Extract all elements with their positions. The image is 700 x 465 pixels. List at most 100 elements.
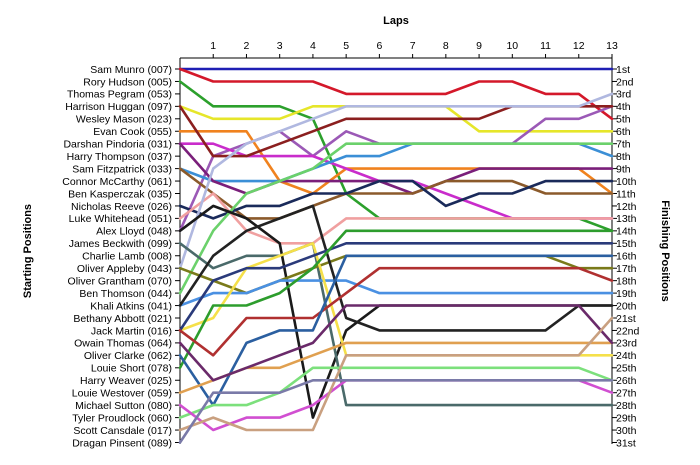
series-line	[178, 179, 614, 220]
finish-position-label: 16th	[616, 251, 637, 263]
finish-position-label: 13th	[616, 213, 637, 225]
driver-label: Oliver Clarke (062)	[84, 350, 172, 362]
series-line	[178, 279, 614, 307]
series-line	[178, 341, 614, 395]
series-line	[178, 142, 614, 183]
finish-position-label: 31st	[616, 437, 636, 449]
left-axis-title: Starting Positions	[22, 204, 34, 298]
driver-label: Louie Short (078)	[91, 363, 172, 375]
series-line	[178, 254, 614, 407]
driver-label: Dragan Pinsent (089)	[72, 437, 172, 449]
lap-tick-label: 4	[310, 40, 316, 52]
finish-position-label: 1st	[616, 64, 630, 76]
driver-label: Wesley Mason (023)	[76, 114, 172, 126]
finish-position-label: 11th	[616, 188, 636, 200]
driver-label: Harry Thompson (037)	[67, 151, 172, 163]
lap-tick-label: 11	[540, 40, 551, 52]
driver-label: Evan Cook (055)	[93, 126, 172, 138]
finish-position-label: 7th	[616, 139, 631, 151]
right-axis-title: Finishing Positions	[659, 200, 671, 301]
finish-position-label: 27th	[616, 388, 637, 400]
driver-label: Harry Weaver (025)	[80, 375, 172, 387]
series-line	[178, 167, 614, 220]
finish-position-label: 21st	[616, 313, 636, 325]
series-line	[178, 316, 614, 432]
axes	[175, 54, 617, 444]
lap-tick-label: 6	[376, 40, 382, 52]
driver-label: Louie Westover (059)	[72, 388, 172, 400]
series-line	[178, 266, 614, 357]
finish-position-label: 20th	[616, 300, 637, 312]
lap-tick-label: 8	[443, 40, 449, 52]
lap-tick-label: 9	[476, 40, 482, 52]
finish-position-label: 28th	[616, 400, 637, 412]
finish-position-label: 30th	[616, 425, 637, 437]
series-lines	[178, 67, 614, 444]
lap-tick-label: 13	[606, 40, 618, 52]
finish-position-label: 22nd	[616, 325, 640, 337]
x-axis-title: Laps	[383, 15, 409, 27]
driver-label: Tyler Proudlock (060)	[72, 412, 172, 424]
driver-label: Khali Atkins (041)	[90, 300, 172, 312]
lap-tick-label: 7	[410, 40, 416, 52]
series-line	[178, 204, 614, 332]
driver-label: Luke Whitehead (051)	[69, 213, 172, 225]
driver-label: Jack Martin (016)	[91, 325, 172, 337]
finish-position-label: 9th	[616, 163, 631, 175]
driver-label: James Beckwith (099)	[69, 238, 172, 250]
driver-label: Oliver Appleby (043)	[77, 263, 172, 275]
driver-label: Owain Thomas (064)	[74, 338, 172, 350]
finish-position-label: 23rd	[616, 338, 637, 350]
driver-label: Darshan Pindoria (031)	[63, 139, 172, 151]
driver-label: Rory Hudson (005)	[83, 76, 172, 88]
driver-label: Ben Thomson (044)	[79, 288, 172, 300]
series-line	[178, 242, 614, 407]
finish-position-label: 4th	[616, 101, 631, 113]
finish-position-label: 5th	[616, 114, 631, 126]
series-line	[178, 192, 614, 245]
series-line	[178, 378, 614, 444]
driver-label: Alex Lloyd (048)	[96, 226, 172, 238]
series-line	[178, 229, 614, 370]
driver-label: Harrison Huggan (097)	[65, 101, 172, 113]
finish-position-label: 3rd	[616, 89, 631, 101]
driver-label: Sam Fitzpatrick (033)	[72, 163, 172, 175]
driver-label: Nicholas Reeve (026)	[71, 201, 172, 213]
finish-position-label: 25th	[616, 363, 637, 375]
lap-tick-label: 10	[506, 40, 518, 52]
lap-tick-label: 12	[573, 40, 585, 52]
finish-position-label: 10th	[616, 176, 637, 188]
series-line	[178, 304, 614, 382]
finish-position-label: 19th	[616, 288, 637, 300]
series-line	[178, 142, 614, 295]
lap-tick-label: 2	[244, 40, 250, 52]
series-line	[178, 366, 614, 419]
series-line	[178, 204, 614, 419]
finish-position-label: 8th	[616, 151, 631, 163]
series-line	[178, 67, 614, 121]
driver-label: Charlie Lamb (008)	[82, 251, 172, 263]
driver-label: Bethany Abbott (021)	[73, 313, 172, 325]
series-line	[178, 242, 614, 357]
finish-position-label: 14th	[616, 226, 637, 238]
finish-position-label: 6th	[616, 126, 631, 138]
lap-tick-label: 1	[210, 40, 216, 52]
driver-label: Ben Kasperczak (035)	[68, 188, 172, 200]
finish-position-label: 2nd	[616, 76, 634, 88]
finish-position-label: 18th	[616, 275, 637, 287]
series-line	[178, 130, 614, 195]
driver-label: Scott Cansdale (017)	[73, 425, 172, 437]
driver-label: Thomas Pegram (053)	[67, 89, 172, 101]
driver-label: Connor McCarthy (061)	[62, 176, 172, 188]
lap-tick-label: 3	[277, 40, 283, 52]
series-line	[178, 92, 614, 270]
finish-position-label: 26th	[616, 375, 637, 387]
series-line	[178, 242, 614, 332]
finish-position-label: 17th	[616, 263, 637, 275]
finish-position-label: 24th	[616, 350, 637, 362]
driver-label: Oliver Grantham (070)	[68, 275, 172, 287]
finish-position-label: 15th	[616, 238, 637, 250]
series-line	[178, 254, 614, 295]
